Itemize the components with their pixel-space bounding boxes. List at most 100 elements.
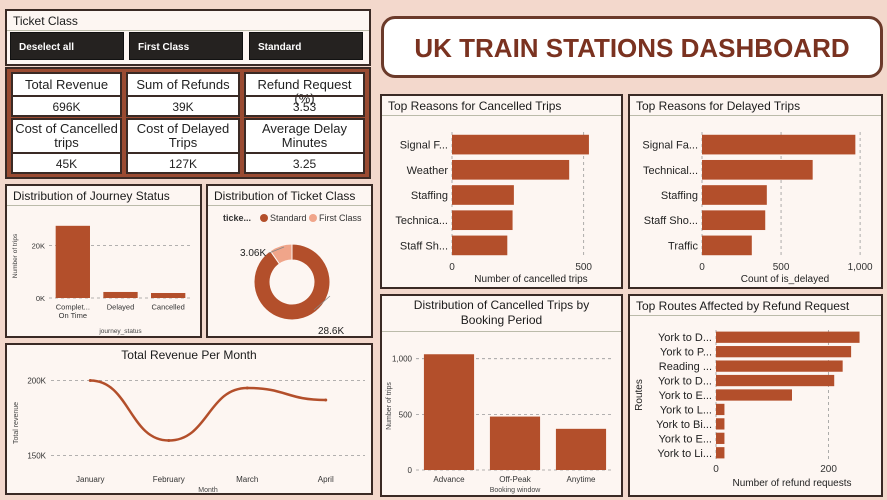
- leader-line: [268, 246, 285, 254]
- legend-swatch-standard: [260, 214, 268, 222]
- kpi-value: 39K: [128, 95, 238, 115]
- standard-button[interactable]: Standard: [249, 32, 363, 60]
- x-tick-label: 500: [773, 262, 790, 273]
- x-axis-title: Booking window: [490, 487, 542, 494]
- legend-label: First Class: [319, 213, 362, 223]
- bar: [702, 159, 813, 180]
- data-label: 3.06K: [240, 248, 266, 259]
- y-axis-title: Routes: [634, 379, 645, 411]
- bar: [452, 134, 589, 155]
- bar: [452, 235, 508, 256]
- bar: [452, 185, 514, 205]
- data-label: 28.6K: [318, 326, 344, 336]
- x-tick-label: Cancelled: [151, 303, 184, 312]
- delay-reasons-svg: 0 500 1,000 Signal Fa... Technical... Staffin…: [642, 132, 873, 285]
- cancel-reasons-svg: 0 500 Signal F... Weather Staffing Technica..…: [395, 132, 592, 285]
- y-tick-label: 150K: [27, 452, 46, 461]
- delay-reasons-chart: Top Reasons for Delayed Trips 0 500 1,000 S…: [628, 94, 883, 289]
- x-axis-title: Number of refund requests: [733, 478, 852, 489]
- chart-title: Distribution of Cancelled Trips by Booki…: [382, 296, 621, 332]
- journey-status-svg: 0K 20K Complet...On Time Delayed Cancelled jo…: [12, 225, 192, 335]
- y-tick-label: York to D...: [658, 376, 712, 388]
- x-axis-title: Count of is_delayed: [741, 274, 829, 285]
- x-axis-title: journey_status: [98, 328, 142, 335]
- chart-title: Distribution of Ticket Class: [208, 186, 371, 206]
- y-tick-label: York to Li...: [657, 448, 712, 460]
- bar: [716, 418, 725, 430]
- x-axis-title: Number of cancelled trips: [474, 274, 587, 285]
- ticket-class-chart: Distribution of Ticket Class ticke... Sta…: [206, 184, 373, 338]
- cancel-reasons-chart: Top Reasons for Cancelled Trips 0 500 Sign…: [380, 94, 623, 289]
- slice-standard: [253, 243, 331, 321]
- bar: [555, 428, 607, 470]
- y-tick-label: Staff Sh...: [400, 240, 448, 252]
- first-class-button[interactable]: First Class: [129, 32, 243, 60]
- data-point: [167, 439, 171, 442]
- y-tick-label: York to L...: [660, 404, 712, 416]
- y-tick-label: Signal F...: [400, 140, 448, 152]
- y-tick-label: 1,000: [392, 355, 413, 364]
- bar: [702, 210, 766, 231]
- dashboard-title: UK TRAIN STATIONS DASHBOARD: [381, 16, 883, 78]
- kpi-value: 696K: [13, 95, 120, 115]
- x-tick-label: 200: [820, 464, 837, 475]
- kpi-cost-delayed: Cost of Delayed Trips 127K: [126, 118, 240, 174]
- x-tick-label: Anytime: [567, 475, 596, 484]
- kpi-label: Cost of Delayed Trips: [136, 121, 230, 150]
- bar: [702, 185, 767, 205]
- kpi-total-revenue: Total Revenue 696K: [11, 72, 122, 117]
- revenue-month-svg: 200K 150K January February March April Month To…: [13, 377, 365, 493]
- y-axis-title: Total revenue: [13, 402, 20, 444]
- x-tick-label: Complet...: [56, 303, 90, 312]
- y-tick-label: Weather: [407, 165, 449, 177]
- y-tick-label: Staffing: [411, 190, 448, 202]
- slicer-title: Ticket Class: [7, 11, 369, 31]
- x-tick-label: Advance: [433, 475, 465, 484]
- kpi-label: Sum of Refunds: [136, 77, 230, 92]
- kpi-value: 45K: [13, 152, 120, 172]
- bar: [103, 291, 138, 298]
- legend-title: ticke...: [223, 213, 251, 223]
- y-tick-label: 0K: [36, 294, 45, 303]
- x-tick-label: 0: [449, 262, 455, 273]
- chart-title: Distribution of Journey Status: [7, 186, 200, 206]
- bar: [716, 331, 860, 343]
- x-tick-label: April: [318, 475, 334, 484]
- legend-swatch-first-class: [309, 214, 317, 222]
- kpi-refund-request: Refund Request (%) 3.53: [244, 72, 365, 117]
- chart-title: Top Reasons for Delayed Trips: [630, 96, 881, 116]
- data-point: [324, 398, 328, 402]
- y-tick-label: Signal Fa...: [642, 140, 698, 152]
- y-tick-label: York to E...: [659, 433, 712, 445]
- x-tick-label: On Time: [59, 311, 87, 320]
- kpi-label: Average Delay Minutes: [261, 121, 348, 150]
- bar: [716, 447, 725, 459]
- x-tick-label: 0: [699, 262, 705, 273]
- bar: [452, 210, 513, 231]
- deselect-all-button[interactable]: Deselect all: [10, 32, 124, 60]
- refund-routes-svg: 0 200 York to D... York to P... Reading ... Y…: [634, 330, 860, 489]
- y-tick-label: 0: [408, 466, 413, 475]
- revenue-line: [90, 379, 326, 442]
- bar: [716, 346, 852, 358]
- bar: [716, 403, 725, 416]
- y-tick-label: York to E...: [659, 390, 712, 402]
- y-tick-label: Technica...: [395, 215, 448, 227]
- bar: [716, 374, 835, 387]
- y-axis-title: Number of trips: [12, 233, 19, 278]
- bar: [452, 159, 570, 180]
- data-point: [245, 386, 249, 390]
- y-axis-title: Number of trips: [386, 382, 393, 430]
- refund-routes-chart: Top Routes Affected by Refund Request 0 2…: [628, 294, 883, 497]
- kpi-value: 3.53: [246, 95, 363, 115]
- bar: [423, 354, 475, 470]
- chart-title: Top Reasons for Cancelled Trips: [382, 96, 621, 116]
- x-tick-label: 500: [575, 262, 592, 273]
- kpi-value: 3.25: [246, 152, 363, 172]
- kpi-cost-cancelled: Cost of Cancelled trips 45K: [11, 118, 122, 174]
- chart-title: Top Routes Affected by Refund Request: [630, 296, 881, 316]
- bar: [489, 416, 541, 470]
- y-tick-label: Traffic: [668, 240, 698, 252]
- x-tick-label: Delayed: [107, 303, 135, 312]
- bar: [716, 360, 843, 372]
